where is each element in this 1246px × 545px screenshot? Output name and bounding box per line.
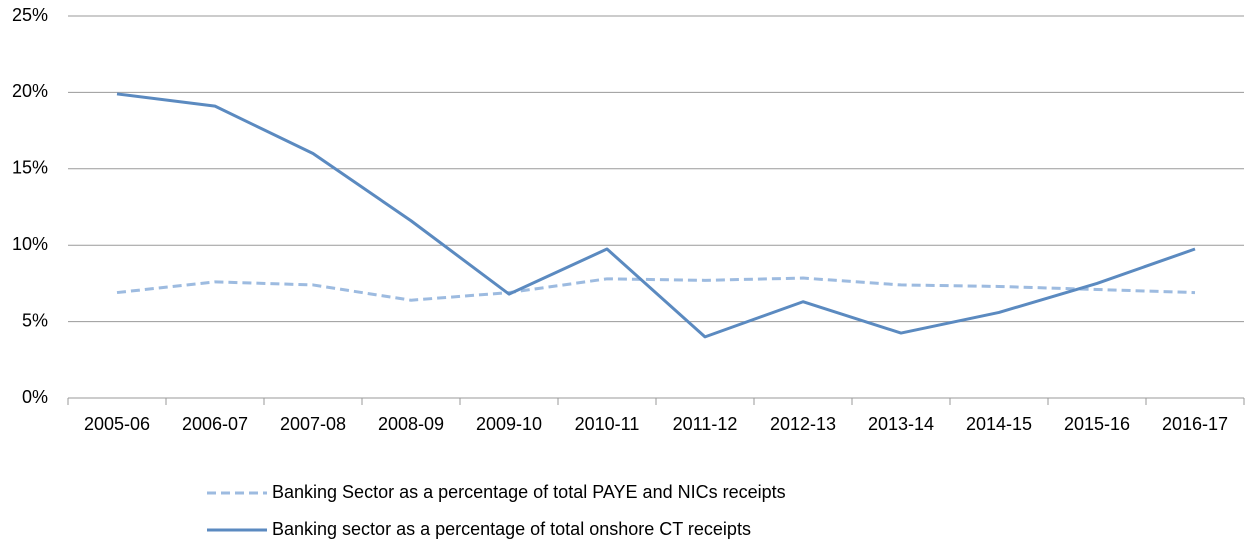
x-tick-label: 2015-16: [1064, 414, 1130, 434]
x-tick-label: 2010-11: [575, 414, 640, 434]
y-tick-label: 25%: [12, 5, 48, 25]
x-tick-label: 2006-07: [182, 414, 248, 434]
y-tick-label: 15%: [12, 158, 48, 178]
series-line: [116, 92, 1196, 339]
x-tick-label: 2007-08: [280, 414, 346, 434]
y-tick-label: 10%: [12, 234, 48, 254]
x-tick-label: 2012-13: [770, 414, 836, 434]
legend-label: Banking Sector as a percentage of total …: [272, 482, 786, 502]
series-line: [116, 276, 1196, 302]
x-tick-label: 2005-06: [84, 414, 150, 434]
x-tick-label: 2009-10: [476, 414, 542, 434]
y-tick-label: 20%: [12, 81, 48, 101]
y-tick-label: 5%: [22, 310, 48, 330]
legend-label: Banking sector as a percentage of total …: [272, 519, 751, 539]
y-tick-label: 0%: [22, 387, 48, 407]
x-tick-label: 2011-12: [673, 414, 738, 434]
x-tick-label: 2014-15: [966, 414, 1032, 434]
x-tick-label: 2013-14: [868, 414, 934, 434]
x-tick-label: 2008-09: [378, 414, 444, 434]
x-tick-label: 2016-17: [1162, 414, 1228, 434]
